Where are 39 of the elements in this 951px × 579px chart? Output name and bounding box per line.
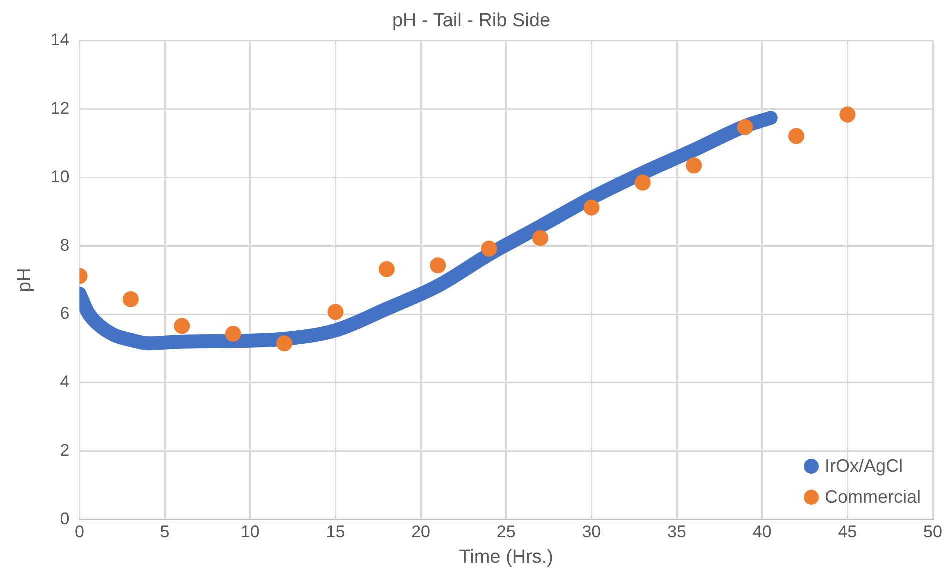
point <box>430 258 446 274</box>
x-tick-label: 10 <box>240 522 260 542</box>
x-tick-label: 45 <box>838 522 858 542</box>
point <box>328 304 344 320</box>
point <box>634 174 651 191</box>
x-tick-label: 40 <box>752 522 772 542</box>
point <box>378 261 395 278</box>
point <box>840 106 856 123</box>
legend-label: Commercial <box>824 486 921 508</box>
y-tick-label: 4 <box>60 372 70 392</box>
y-tick-label: 6 <box>60 304 70 324</box>
x-tick-label: 0 <box>74 522 84 542</box>
legend-label: IrOx/AgCl <box>824 456 903 477</box>
point <box>174 318 190 334</box>
x-tick-label: 15 <box>326 522 346 542</box>
point <box>686 158 702 174</box>
y-tick-label: 14 <box>50 30 70 50</box>
x-tick-label: 30 <box>582 522 602 542</box>
point <box>481 240 498 257</box>
point <box>532 230 548 246</box>
y-tick-label: 10 <box>50 167 70 186</box>
y-tick-label: 8 <box>60 236 70 255</box>
y-tick-label: 2 <box>60 441 70 460</box>
y-tick-label: 0 <box>60 509 70 528</box>
chart-title: pH - Tail - Rib Side <box>392 10 551 32</box>
x-tick-label: 35 <box>668 522 686 542</box>
point <box>276 336 292 352</box>
y-tick-label: 12 <box>50 98 70 118</box>
x-tick-label: 20 <box>412 522 430 542</box>
x-axis-title: Time (Hrs.) <box>459 546 554 568</box>
point <box>122 291 139 308</box>
point <box>584 200 600 216</box>
x-tick-label: 50 <box>924 522 942 542</box>
point <box>737 119 754 136</box>
x-tick-label: 5 <box>160 522 170 542</box>
point <box>788 128 804 144</box>
point <box>225 326 242 342</box>
y-axis-title: pH <box>14 268 36 292</box>
x-tick-label: 25 <box>496 522 516 542</box>
